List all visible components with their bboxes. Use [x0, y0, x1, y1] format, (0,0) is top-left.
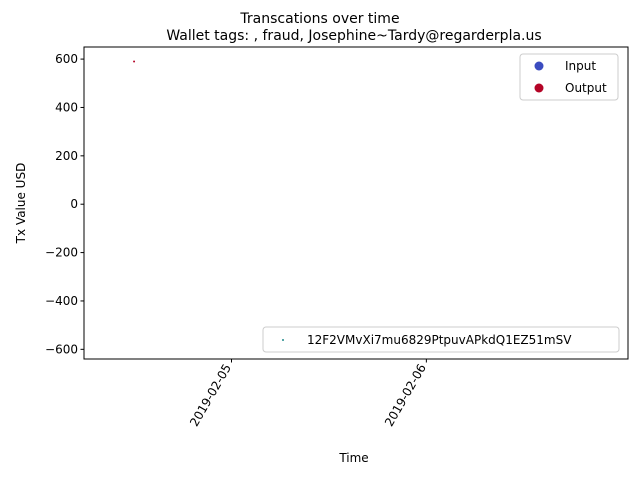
legend-output-marker [534, 83, 544, 93]
y-axis-label: Tx Value USD [14, 163, 28, 245]
y-tick-label: 200 [55, 149, 78, 163]
y-tick-label: 0 [70, 197, 78, 211]
legend-top: Input Output [519, 53, 619, 101]
x-tick-label: 2019-02-05 [187, 362, 234, 429]
x-axis: 2019-02-05 2019-02-06 [187, 359, 429, 429]
legend-input-marker [534, 61, 544, 71]
y-axis: 600 400 200 0 −200 −400 −600 [45, 52, 84, 356]
chart-title: Wallet tags: , fraud, Josephine~Tardy@re… [166, 28, 541, 44]
plot-area [83, 46, 629, 360]
data-points [133, 60, 136, 63]
legend-bottom: 12F2VMvXi7mu6829PtpuvAPkdQ1EZ51mSV [262, 326, 620, 353]
y-tick-label: −200 [45, 246, 78, 260]
y-tick-label: 400 [55, 100, 78, 114]
legend-input-label: Input [565, 59, 596, 73]
legend-bottom-box [262, 326, 620, 353]
legend-address-marker [282, 339, 284, 341]
y-tick-label: −600 [45, 342, 78, 356]
legend-output-label: Output [565, 81, 607, 95]
x-tick-label: 2019-02-06 [382, 362, 429, 429]
legend-address-label: 12F2VMvXi7mu6829PtpuvAPkdQ1EZ51mSV [307, 333, 572, 347]
data-point [133, 60, 136, 63]
y-tick-label: −400 [45, 294, 78, 308]
legend-top-box [519, 53, 619, 101]
chart-suptitle: Transcations over time [239, 11, 399, 27]
y-tick-label: 600 [55, 52, 78, 66]
x-axis-label: Time [338, 451, 368, 465]
